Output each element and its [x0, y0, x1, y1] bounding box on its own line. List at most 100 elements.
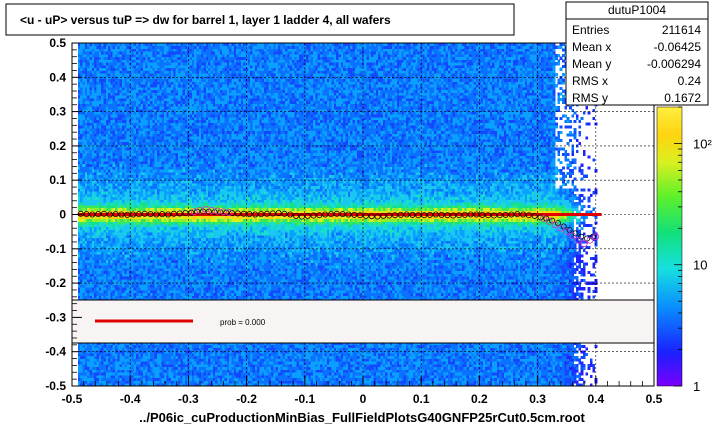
heatmap-cell — [96, 197, 99, 200]
heatmap-cell — [148, 139, 151, 142]
heatmap-cell — [101, 356, 104, 359]
heatmap-cell — [85, 59, 88, 62]
heatmap-cell — [166, 230, 169, 233]
heatmap-cell — [134, 183, 137, 186]
heatmap-cell — [89, 265, 92, 268]
heatmap-cell — [110, 150, 113, 153]
heatmap-cell — [103, 348, 106, 351]
heatmap-cell — [145, 92, 148, 95]
heatmap-cell — [124, 51, 127, 54]
heatmap-cell — [92, 147, 95, 150]
heatmap-cell — [169, 348, 172, 351]
heatmap-cell — [101, 290, 104, 293]
heatmap-cell — [80, 293, 83, 296]
heatmap-cell — [162, 112, 165, 115]
heatmap-cell — [150, 232, 153, 235]
heatmap-cell — [145, 57, 148, 60]
heatmap-cell — [101, 271, 104, 274]
heatmap-cell — [143, 284, 146, 287]
heatmap-cell — [162, 243, 165, 246]
heatmap-cell — [101, 46, 104, 49]
heatmap-cell — [115, 147, 118, 150]
heatmap-cell — [101, 166, 104, 169]
heatmap-cell — [85, 345, 88, 348]
heatmap-cell — [150, 367, 153, 370]
heatmap-cell — [159, 279, 162, 282]
heatmap-cell — [110, 46, 113, 49]
heatmap-cell — [166, 54, 169, 57]
heatmap-cell — [89, 186, 92, 189]
heatmap-cell — [108, 169, 111, 172]
heatmap-cell — [159, 98, 162, 101]
heatmap-cell — [162, 381, 165, 384]
heatmap-cell — [150, 241, 153, 244]
heatmap-cell — [89, 370, 92, 373]
heatmap-cell — [145, 241, 148, 244]
heatmap-cell — [124, 271, 127, 274]
heatmap-cell — [159, 378, 162, 381]
heatmap-cell — [136, 191, 139, 194]
heatmap-cell — [134, 243, 137, 246]
heatmap-cell — [103, 260, 106, 263]
heatmap-cell — [145, 175, 148, 178]
heatmap-cell — [169, 287, 172, 290]
heatmap-cell — [122, 158, 125, 161]
heatmap-cell — [136, 65, 139, 68]
heatmap-cell — [96, 161, 99, 164]
heatmap-cell — [99, 65, 102, 68]
heatmap-cell — [110, 73, 113, 76]
heatmap-cell — [155, 271, 158, 274]
heatmap-cell — [103, 186, 106, 189]
heatmap-cell — [143, 147, 146, 150]
heatmap-cell — [87, 276, 90, 279]
heatmap-cell — [103, 370, 106, 373]
heatmap-cell — [150, 48, 153, 51]
heatmap-cell — [92, 106, 95, 109]
heatmap-cell — [92, 73, 95, 76]
heatmap-cell — [120, 359, 123, 362]
heatmap-cell — [85, 274, 88, 277]
heatmap-cell — [162, 268, 165, 271]
heatmap-cell — [89, 205, 92, 208]
heatmap-cell — [124, 59, 127, 62]
heatmap-cell — [108, 54, 111, 57]
heatmap-cell — [122, 263, 125, 266]
heatmap-cell — [80, 208, 83, 211]
heatmap-cell — [85, 54, 88, 57]
heatmap-cell — [87, 191, 90, 194]
heatmap-cell — [134, 120, 137, 123]
heatmap-cell — [92, 112, 95, 115]
heatmap-cell — [162, 183, 165, 186]
heatmap-cell — [124, 370, 127, 373]
heatmap-cell — [99, 274, 102, 277]
heatmap-cell — [157, 150, 160, 153]
heatmap-cell — [110, 114, 113, 117]
heatmap-cell — [92, 295, 95, 298]
heatmap-cell — [96, 254, 99, 257]
heatmap-cell — [78, 252, 81, 255]
heatmap-cell — [134, 103, 137, 106]
heatmap-cell — [122, 73, 125, 76]
heatmap-cell — [103, 274, 106, 277]
heatmap-cell — [87, 51, 90, 54]
heatmap-cell — [101, 279, 104, 282]
heatmap-cell — [87, 112, 90, 115]
heatmap-cell — [87, 70, 90, 73]
heatmap-cell — [78, 194, 81, 197]
heatmap-cell — [169, 370, 172, 373]
heatmap-cell — [162, 235, 165, 238]
heatmap-cell — [89, 290, 92, 293]
heatmap-cell — [96, 260, 99, 263]
heatmap-cell — [166, 271, 169, 274]
heatmap-cell — [145, 265, 148, 268]
heatmap-cell — [115, 68, 118, 71]
heatmap-cell — [131, 224, 134, 227]
heatmap-cell — [87, 81, 90, 84]
heatmap-cell — [157, 51, 160, 54]
heatmap-cell — [150, 90, 153, 93]
heatmap-cell — [136, 142, 139, 145]
heatmap-cell — [159, 263, 162, 266]
heatmap-cell — [169, 221, 172, 224]
heatmap-cell — [166, 370, 169, 373]
